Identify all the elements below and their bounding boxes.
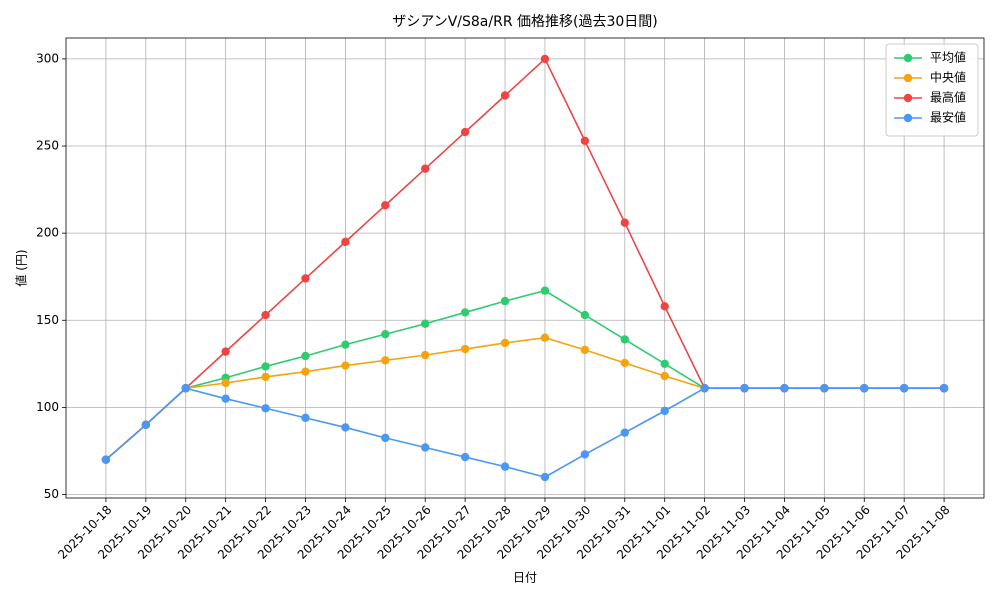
plot-frame (65, 37, 985, 499)
point (261, 310, 270, 320)
legend-marker (903, 73, 913, 83)
point (221, 378, 230, 388)
point (381, 330, 390, 339)
y-tick-label: 50 (44, 487, 59, 501)
legend-label: 中央値 (930, 70, 966, 85)
legend-label: 最高値 (930, 90, 966, 105)
legend-label: 最安値 (930, 110, 966, 125)
point (540, 54, 550, 64)
point (341, 340, 350, 349)
legend-marker (903, 93, 913, 103)
point (620, 218, 629, 227)
point (740, 384, 749, 393)
point (939, 384, 949, 393)
y-tick-label: 100 (36, 400, 59, 414)
series-line (105, 289, 945, 461)
legend-marker (903, 53, 913, 63)
point (820, 384, 829, 393)
point (660, 359, 669, 369)
point (899, 384, 909, 393)
point (540, 286, 550, 295)
point (500, 296, 510, 306)
y-tick-label: 250 (36, 139, 59, 153)
point (500, 338, 510, 348)
point (700, 384, 709, 393)
point (580, 310, 590, 320)
point (261, 372, 270, 382)
point (381, 356, 390, 365)
point (381, 201, 390, 210)
point (500, 91, 510, 100)
point (620, 335, 629, 344)
x-axis-label: 日付 (513, 571, 537, 585)
point (301, 274, 310, 283)
y-tick-label: 200 (36, 226, 59, 240)
chart-title: ザシアンV/S8a/RR 価格推移(過去30日間) (392, 14, 657, 30)
point (301, 367, 310, 376)
point (141, 420, 151, 430)
point (221, 347, 230, 356)
y-tick-label: 300 (36, 51, 59, 65)
point (301, 413, 310, 423)
point (580, 136, 590, 146)
point (500, 462, 510, 471)
point (580, 345, 590, 355)
point (341, 361, 350, 370)
point (620, 428, 629, 437)
point (460, 452, 470, 462)
point (261, 404, 270, 413)
point (660, 302, 669, 311)
point (460, 127, 470, 137)
point (660, 371, 669, 381)
series-line (105, 336, 945, 461)
point (101, 455, 111, 464)
point (221, 394, 230, 403)
point (261, 362, 270, 371)
point (301, 351, 310, 361)
legend-marker (903, 113, 913, 123)
legend-box (885, 43, 979, 137)
point (341, 423, 350, 432)
point (421, 164, 430, 173)
point (421, 319, 430, 328)
point (381, 433, 390, 443)
point (540, 472, 550, 482)
point (460, 308, 470, 317)
series-line (105, 387, 945, 478)
y-axis-label: 値 (円) (14, 249, 29, 286)
point (421, 350, 430, 360)
point (460, 344, 470, 354)
point (181, 384, 190, 393)
point (620, 358, 629, 368)
point (660, 406, 669, 416)
legend-label: 平均値 (930, 50, 966, 65)
y-tick-label: 150 (36, 313, 59, 327)
point (540, 333, 550, 342)
point (860, 384, 869, 393)
point (580, 450, 590, 459)
point (780, 384, 789, 393)
point (421, 443, 430, 452)
point (341, 237, 350, 247)
